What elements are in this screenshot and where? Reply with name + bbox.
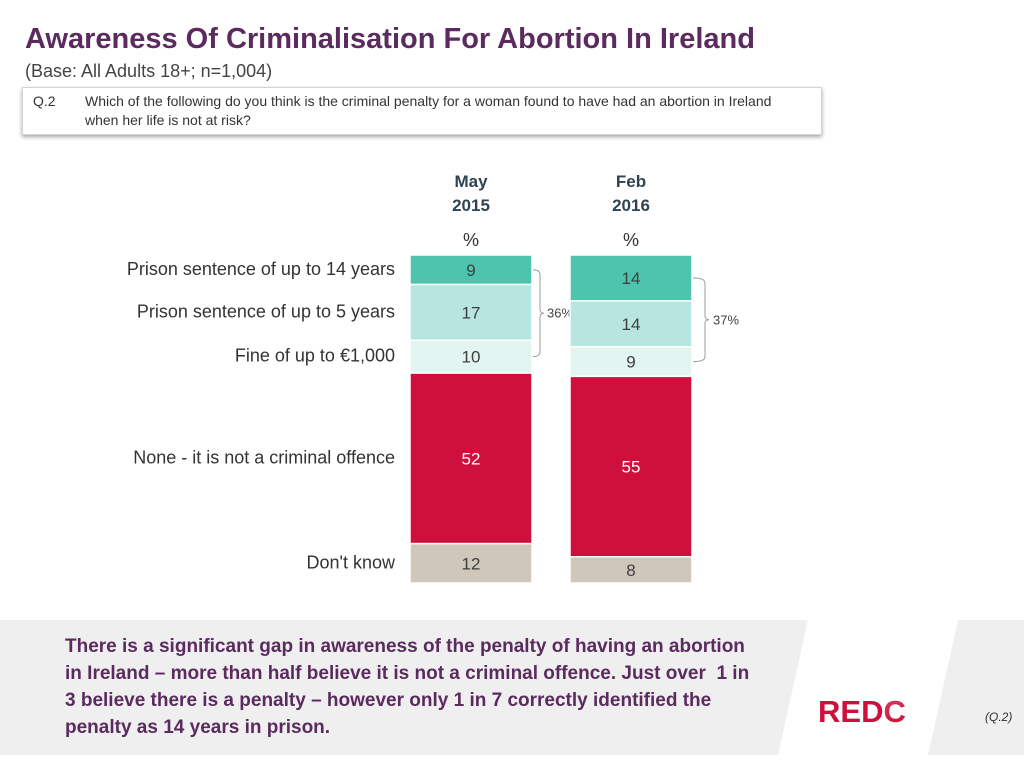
takeaway-line: penalty as 14 years in prison.	[65, 717, 331, 738]
net-penalty-bracket	[532, 269, 545, 358]
category-labels: Prison sentence of up to 14 years Prison …	[127, 259, 396, 573]
logo-backdrop-shape	[778, 620, 958, 755]
base-subtitle: (Base: All Adults 18+; n=1,004)	[25, 61, 273, 81]
bar-value-label: 8	[626, 561, 635, 580]
takeaway-line: 3 believe there is a penalty – however o…	[65, 690, 712, 711]
bar-segment	[569, 254, 693, 302]
footer-graphics: REDC	[778, 620, 958, 755]
net-penalty-label: 36%	[547, 306, 573, 321]
question-text-line: Which of the following do you think is t…	[85, 93, 772, 109]
slide-title: Awareness Of Criminalisation For Abortio…	[25, 23, 755, 55]
category-label: Don't know	[307, 552, 396, 572]
slide-reference: (Q.2)	[985, 710, 1013, 724]
bar-value-label: 17	[462, 303, 481, 322]
category-label: None - it is not a criminal offence	[133, 447, 395, 467]
column-year-label: 2016	[612, 196, 650, 215]
column-month-label: Feb	[616, 172, 646, 191]
bar-segment	[409, 372, 533, 545]
category-label: Prison sentence of up to 14 years	[127, 259, 395, 279]
bar-value-label: 12	[462, 554, 481, 573]
column-unit-label: %	[623, 230, 639, 250]
redc-logo: REDC	[818, 694, 906, 729]
logo-c-mark: C	[883, 694, 905, 729]
net-penalty-bracket	[692, 277, 710, 363]
bar-segment	[569, 300, 693, 348]
column-year-label: 2015	[452, 196, 490, 215]
takeaway-line: in Ireland – more than half believe it i…	[65, 663, 750, 684]
bar-value-label: 52	[462, 449, 481, 468]
bar-value-label: 10	[462, 348, 481, 367]
bar-segment	[409, 254, 533, 286]
takeaway-line: There is a significant gap in awareness …	[65, 636, 745, 657]
bar-segment	[409, 542, 533, 584]
bar-segment	[569, 375, 693, 558]
bar-segment	[569, 346, 693, 378]
bar-value-label: 14	[622, 269, 641, 288]
question-text: Which of the following do you think is t…	[85, 92, 771, 130]
question-box: Q.2 Which of the following do you think …	[22, 87, 822, 135]
question-text-line: when her life is not at risk?	[85, 112, 251, 128]
bar-value-label: 55	[622, 458, 641, 477]
stacked-bar-chart: May 2015% 9 17 10 52 12 36% Feb 2016% 14 14 9 55 8 37% P…	[127, 172, 739, 584]
column-may-2015: May 2015% 9 17 10 52 12 36%	[409, 172, 573, 584]
column-feb-2016: Feb 2016% 14 14 9 55 8 37%	[569, 172, 739, 584]
bar-value-label: 9	[466, 261, 475, 280]
bar-segment	[569, 556, 693, 584]
net-penalty-label: 37%	[713, 312, 739, 327]
bar-value-label: 14	[622, 315, 641, 334]
category-label: Prison sentence of up to 5 years	[137, 301, 395, 321]
bar-value-label: 9	[626, 353, 635, 372]
column-unit-label: %	[463, 230, 479, 250]
logo-main-letters: RED	[818, 694, 883, 729]
bar-segment	[409, 283, 533, 342]
column-month-label: May	[454, 172, 488, 191]
question-number: Q.2	[33, 93, 56, 109]
category-label: Fine of up to €1,000	[235, 346, 395, 366]
takeaway-text: There is a significant gap in awareness …	[65, 633, 749, 741]
